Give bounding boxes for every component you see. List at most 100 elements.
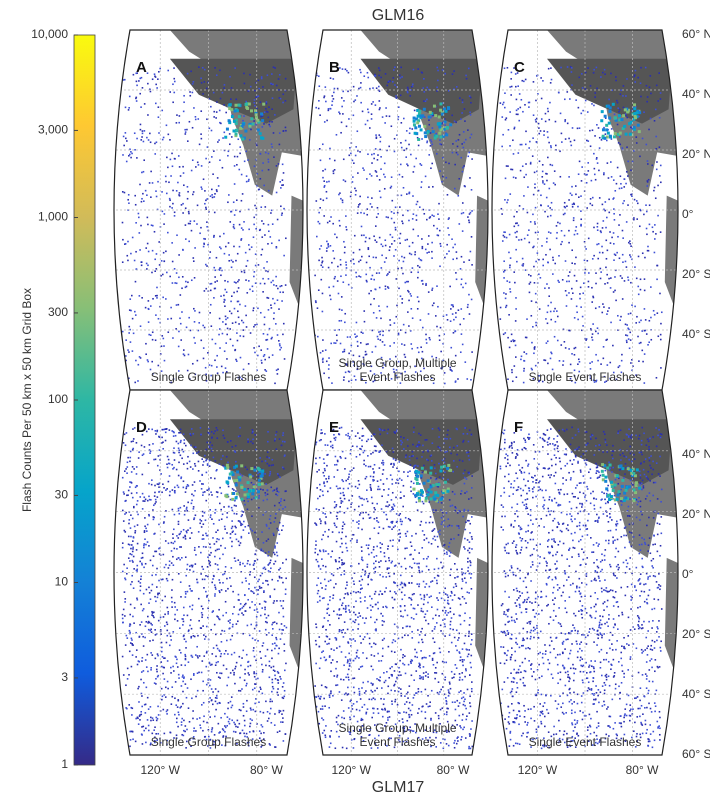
flash-dot [144, 446, 146, 448]
flash-dot [345, 69, 347, 71]
flash-dot [460, 284, 462, 286]
flash-dot [610, 322, 612, 324]
flash-dot [600, 363, 602, 365]
flash-dot [342, 91, 344, 93]
flash-dot [273, 600, 275, 602]
flash-dot [200, 340, 202, 342]
flash-dot [277, 688, 279, 690]
flash-dot [285, 284, 287, 286]
flash-dot [534, 221, 536, 223]
flash-dot [232, 613, 234, 615]
flash-dot [185, 591, 187, 593]
flash-dot [191, 493, 193, 495]
flash-dot [248, 674, 250, 676]
flash-dot [219, 672, 221, 674]
flash-dot [195, 446, 197, 448]
flash-dot [224, 289, 226, 291]
flash-hot [235, 479, 238, 482]
flash-dot [159, 264, 161, 266]
flash-dot [510, 257, 512, 259]
flash-dot [580, 306, 582, 308]
flash-dot [463, 212, 465, 214]
flash-dot [464, 120, 466, 122]
flash-dot [176, 234, 178, 236]
flash-dot [628, 338, 630, 340]
flash-dot [254, 532, 256, 534]
flash-dot [139, 249, 141, 251]
flash-dot [373, 279, 375, 281]
flash-dot [556, 232, 558, 234]
flash-dot [164, 516, 166, 518]
flash-dot [328, 368, 330, 370]
flash-dot [234, 513, 236, 515]
flash-dot [268, 190, 270, 192]
flash-dot [655, 233, 657, 235]
flash-dot [436, 326, 438, 328]
flash-dot [248, 672, 250, 674]
flash-dot [469, 112, 471, 114]
flash-dot [144, 637, 146, 639]
flash-dot [257, 581, 259, 583]
flash-dot [643, 111, 645, 113]
flash-dot [378, 660, 380, 662]
flash-dot [141, 297, 143, 299]
flash-dot [502, 104, 504, 106]
flash-dot [132, 518, 134, 520]
flash-dot [217, 661, 219, 663]
flash-dot [219, 69, 221, 71]
flash-dot [320, 264, 322, 266]
flash-dot [389, 249, 391, 251]
flash-dot [556, 238, 558, 240]
flash-dot [137, 500, 139, 502]
flash-dot [270, 304, 272, 306]
flash-hot [226, 128, 229, 131]
flash-dot [213, 433, 215, 435]
flash-dot [125, 644, 127, 646]
flash-dot [188, 519, 190, 521]
flash-dot [248, 583, 250, 585]
flash-dot [171, 597, 173, 599]
flash-dot [265, 483, 267, 485]
flash-dot [138, 451, 140, 453]
flash-dot [250, 709, 252, 711]
flash-dot [156, 196, 158, 198]
flash-dot [658, 72, 660, 74]
flash-dot [214, 281, 216, 283]
flash-dot [533, 352, 535, 354]
flash-dot [216, 427, 218, 429]
flash-dot [550, 164, 552, 166]
flash-dot [279, 181, 281, 183]
flash-dot [243, 500, 245, 502]
flash-dot [241, 516, 243, 518]
flash-dot [259, 457, 261, 459]
flash-dot [235, 731, 237, 733]
flash-dot [203, 546, 205, 548]
flash-dot [144, 531, 146, 533]
flash-dot [520, 144, 522, 146]
flash-dot [235, 282, 237, 284]
flash-dot [372, 330, 374, 332]
flash-dot [264, 206, 266, 208]
flash-dot [137, 599, 139, 601]
flash-dot [183, 607, 185, 609]
flash-dot [595, 307, 597, 309]
flash-dot [367, 77, 369, 79]
flash-dot [363, 310, 365, 312]
flash-dot [531, 300, 533, 302]
flash-dot [254, 639, 256, 641]
flash-dot [254, 99, 256, 101]
flash-dot [620, 93, 622, 95]
flash-dot [455, 140, 457, 142]
flash-dot [135, 656, 137, 658]
flash-dot [269, 596, 271, 598]
flash-dot [224, 132, 226, 134]
flash-dot [152, 584, 154, 586]
flash-dot [439, 339, 441, 341]
flash-dot [172, 579, 174, 581]
flash-dot [423, 213, 425, 215]
flash-hot [246, 107, 249, 110]
flash-dot [597, 333, 599, 335]
flash-dot [529, 141, 531, 143]
flash-dot [164, 360, 166, 362]
flash-dot [243, 606, 245, 608]
